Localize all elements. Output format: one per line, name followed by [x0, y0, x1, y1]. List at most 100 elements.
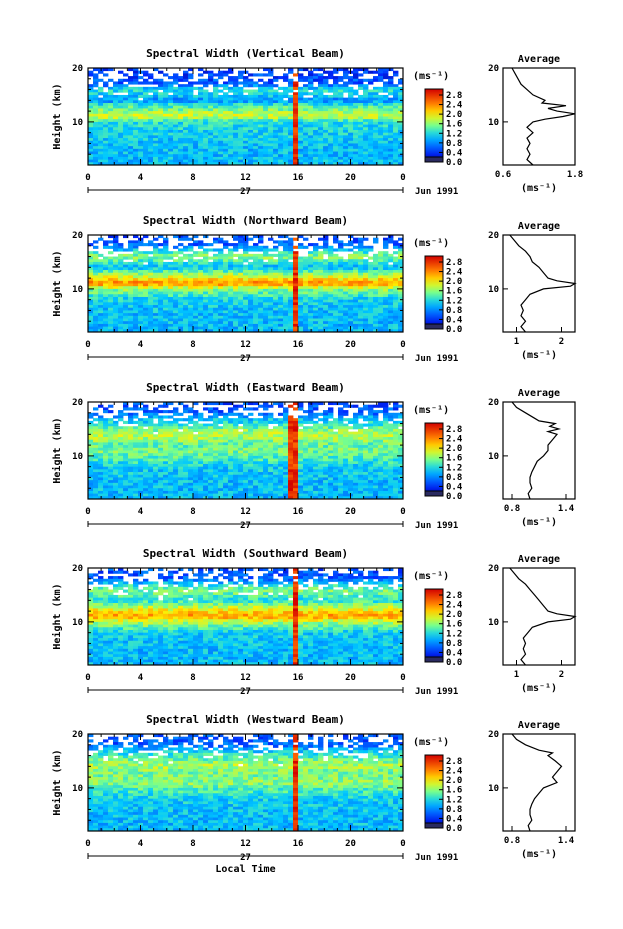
heatmap-cell: [303, 286, 309, 290]
heatmap-cell: [248, 420, 254, 424]
heatmap-cell: [278, 402, 284, 406]
heatmap-cell: [323, 313, 329, 317]
heatmap-cell: [163, 159, 169, 163]
heatmap-cell: [293, 302, 299, 306]
heatmap-cell: [223, 113, 229, 117]
heatmap-cell: [198, 132, 204, 136]
heatmap-cell: [373, 315, 379, 319]
heatmap-cell: [93, 253, 99, 257]
heatmap-cell: [173, 283, 179, 287]
heatmap-cell: [278, 243, 284, 247]
heatmap-cell: [308, 302, 314, 306]
heatmap-cell: [263, 404, 269, 408]
heatmap-cell: [238, 116, 244, 120]
heatmap-cell: [113, 140, 119, 144]
heatmap-cell: [398, 286, 404, 290]
heatmap-cell: [113, 420, 119, 424]
heatmap-cell: [138, 439, 144, 443]
heatmap-cell: [333, 402, 339, 406]
heatmap-cell: [378, 283, 384, 287]
heatmap-cell: [253, 84, 259, 88]
heatmap-cell: [293, 156, 299, 161]
heatmap-cell: [228, 286, 234, 290]
heatmap-cell: [243, 296, 249, 301]
heatmap-cell: [288, 138, 294, 142]
heatmap-cell: [103, 159, 109, 163]
heatmap-cell: [343, 248, 349, 252]
heatmap-cell: [168, 270, 174, 274]
heatmap-cell: [218, 434, 224, 438]
heatmap-cell: [373, 135, 379, 139]
heatmap-cell: [228, 70, 234, 74]
heatmap-cell: [138, 103, 144, 107]
heatmap-cell: [353, 412, 359, 416]
heatmap-cell: [223, 111, 229, 115]
heatmap-cell: [153, 439, 159, 443]
heatmap-cell: [153, 81, 159, 85]
heatmap-cell: [258, 307, 264, 311]
heatmap-cell: [273, 129, 279, 134]
heatmap-cell: [218, 264, 224, 268]
heatmap-cell: [173, 318, 179, 322]
heatmap-cell: [353, 299, 359, 303]
heatmap-cell: [293, 138, 299, 142]
heatmap-cell: [343, 321, 349, 325]
heatmap-cell: [143, 310, 149, 314]
heatmap-cell: [133, 431, 139, 435]
heatmap-cell: [133, 256, 139, 260]
heatmap-cell: [308, 84, 314, 88]
heatmap-cell: [118, 111, 124, 115]
heatmap-cell: [213, 326, 219, 330]
heatmap-cell: [398, 253, 404, 257]
heatmap-cell: [398, 103, 404, 107]
heatmap-cell: [398, 129, 404, 134]
heatmap-cell: [128, 156, 134, 161]
heatmap-cell: [258, 116, 264, 120]
heatmap-cell: [163, 270, 169, 274]
heatmap-cell: [363, 294, 369, 298]
heatmap-cell: [393, 127, 399, 131]
heatmap-cell: [238, 412, 244, 416]
heatmap-cell: [163, 111, 169, 115]
heatmap-cell: [178, 439, 184, 443]
heatmap-cell: [373, 121, 379, 125]
heatmap-cell: [358, 302, 364, 306]
heatmap-cell: [328, 310, 334, 314]
heatmap-cell: [208, 76, 214, 80]
heatmap-cell: [213, 111, 219, 115]
heatmap-cell: [98, 119, 104, 123]
heatmap-cell: [163, 426, 169, 430]
heatmap-cell: [293, 84, 299, 88]
heatmap-cell: [333, 127, 339, 131]
heatmap-cell: [263, 116, 269, 120]
heatmap-cell: [193, 103, 199, 107]
heatmap-cell: [353, 296, 359, 301]
heatmap-cell: [288, 428, 294, 433]
heatmap-cell: [133, 299, 139, 303]
heatmap-cell: [388, 113, 394, 117]
heatmap-cell: [123, 404, 129, 408]
heatmap-cell: [88, 253, 94, 257]
heatmap-cell: [343, 105, 349, 109]
heatmap-cell: [358, 296, 364, 301]
heatmap-cell: [113, 431, 119, 435]
heatmap-cell: [173, 76, 179, 80]
heatmap-cell: [158, 294, 164, 298]
heatmap-cell: [268, 111, 274, 115]
heatmap-cell: [288, 278, 294, 282]
heatmap-cell: [213, 89, 219, 93]
heatmap-cell: [308, 407, 314, 411]
heatmap-cell: [368, 278, 374, 282]
heatmap-cell: [268, 275, 274, 279]
heatmap-cell: [293, 146, 299, 150]
heatmap-cell: [363, 302, 369, 306]
heatmap-cell: [228, 272, 234, 276]
heatmap-cell: [103, 124, 109, 128]
heatmap-cell: [238, 132, 244, 136]
heatmap-cell: [348, 151, 354, 155]
heatmap-cell: [388, 235, 394, 239]
heatmap-cell: [298, 402, 304, 406]
heatmap-cell: [218, 154, 224, 158]
heatmap-cell: [213, 323, 219, 328]
heatmap-cell: [303, 245, 309, 249]
